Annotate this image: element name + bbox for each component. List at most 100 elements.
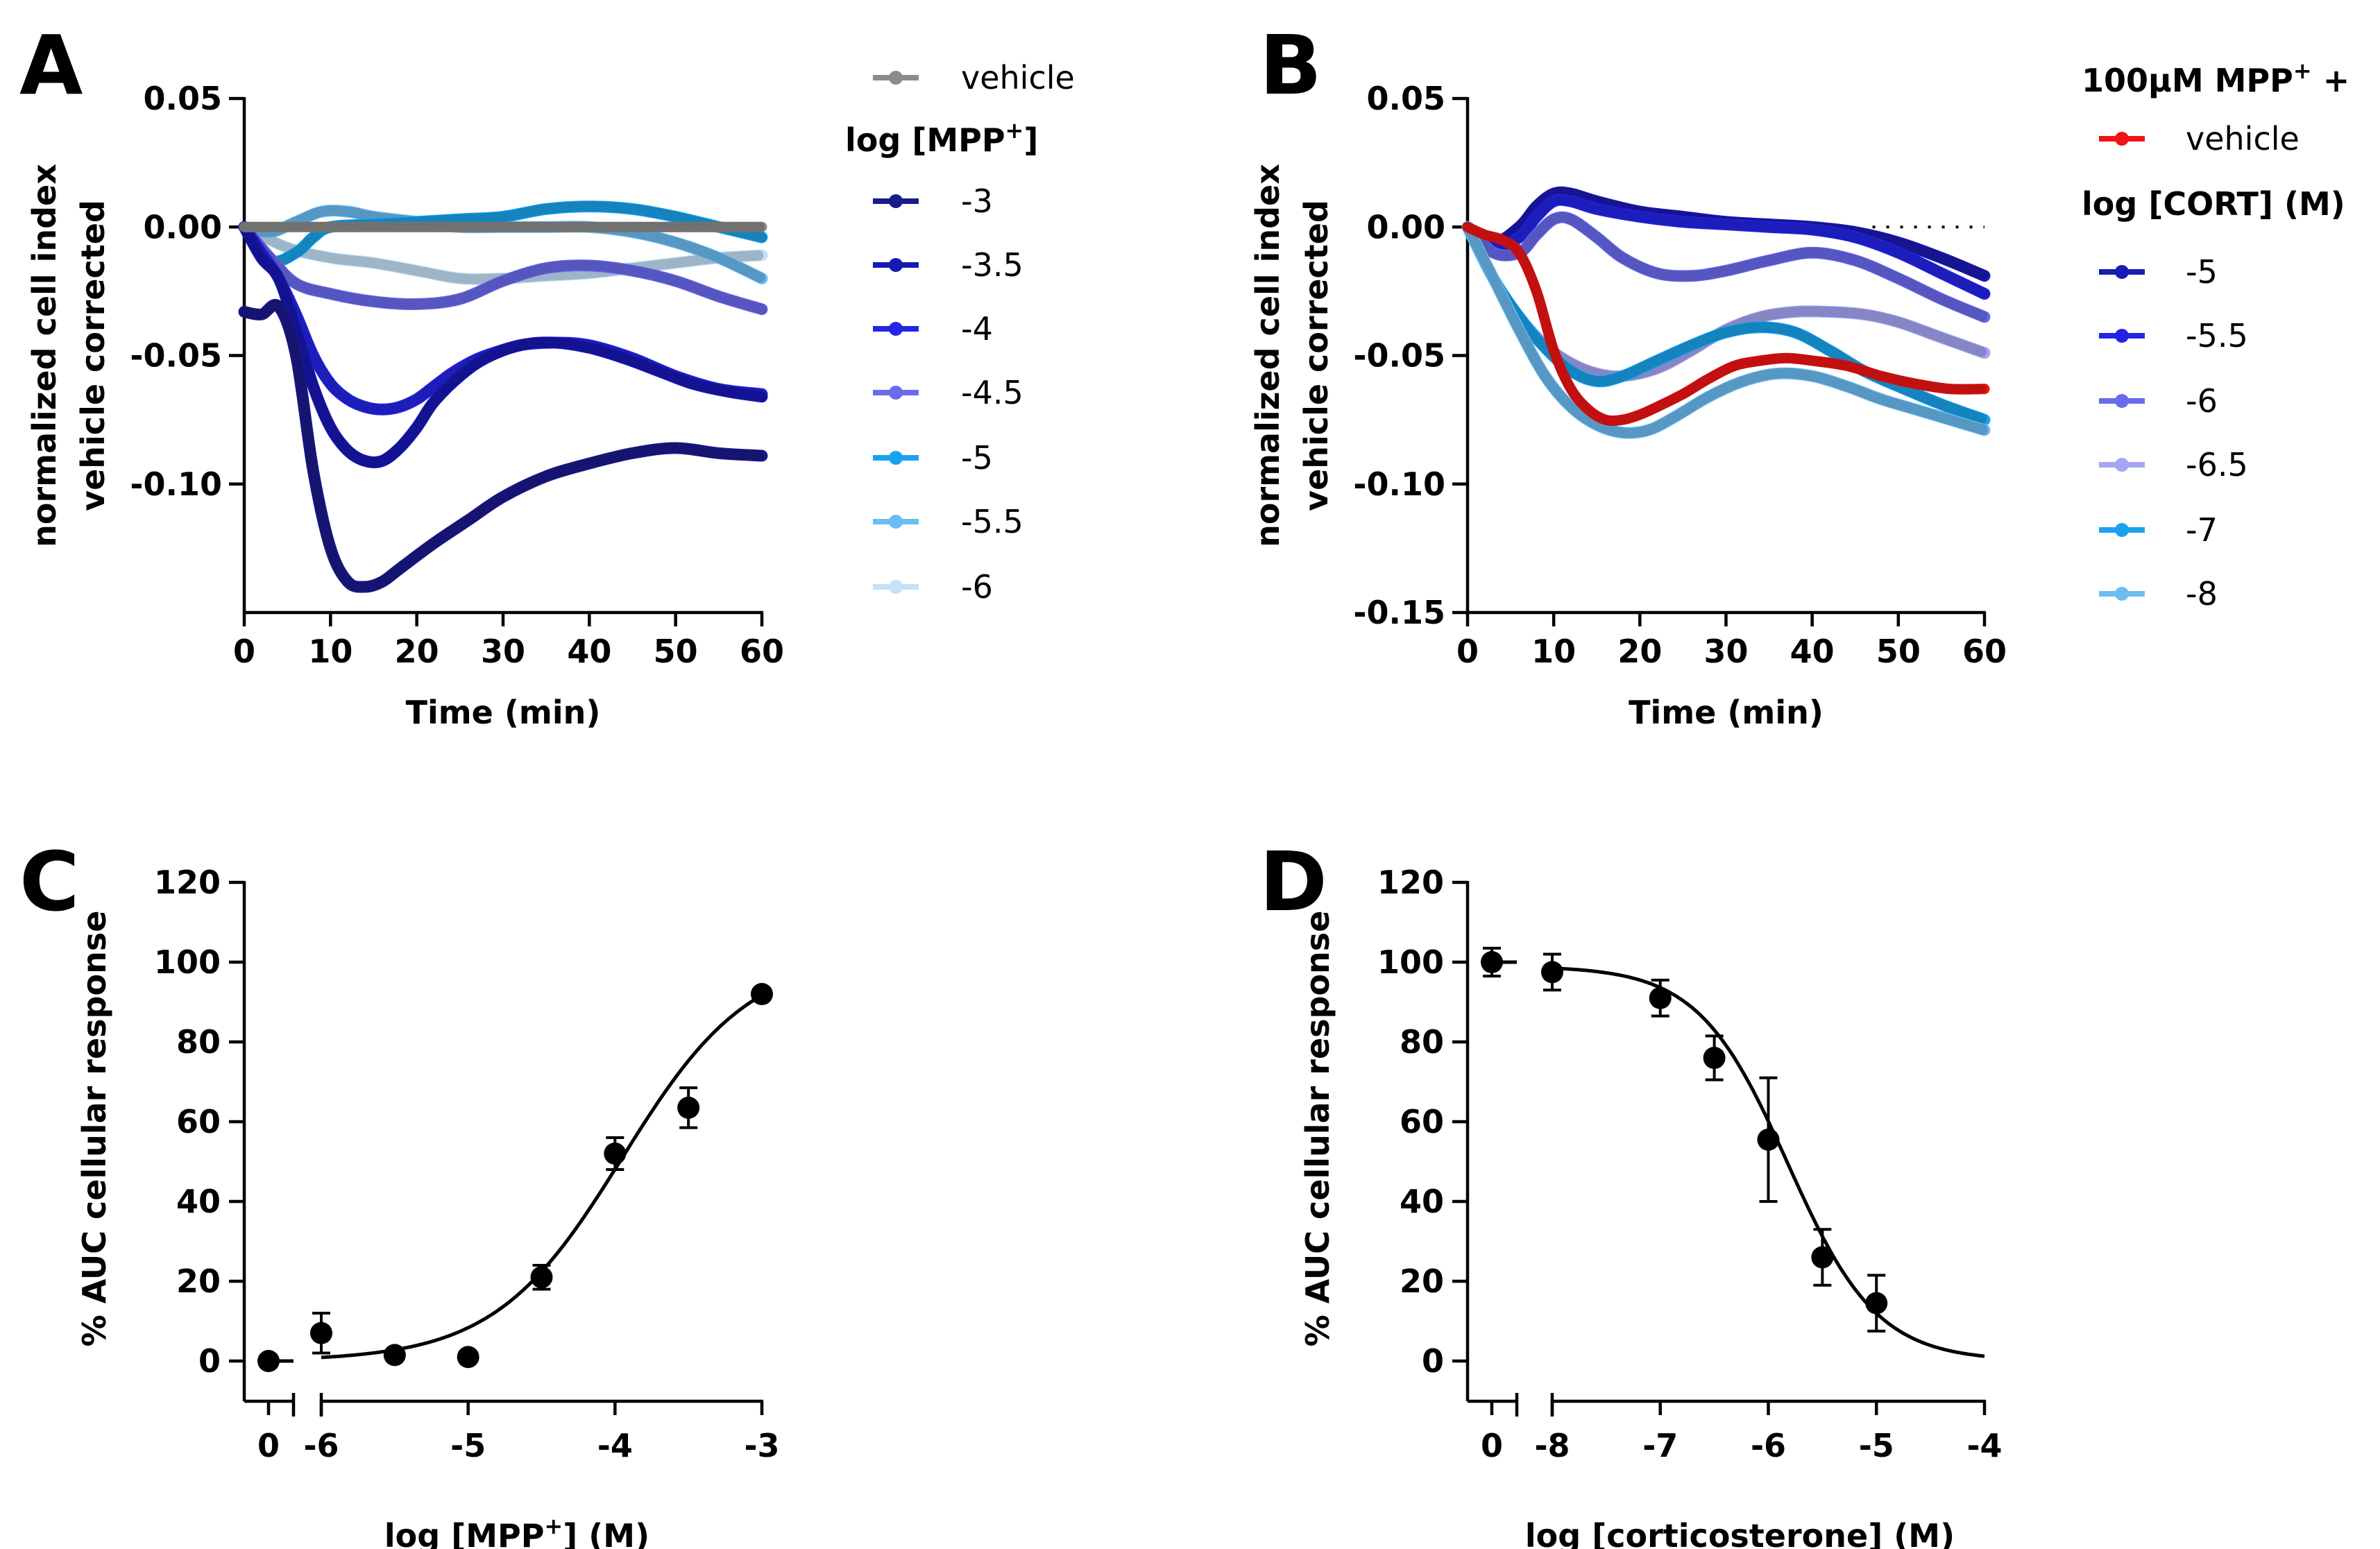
legend-header-tail: +	[2312, 62, 2350, 99]
data-point	[457, 1346, 479, 1369]
data-point	[530, 1266, 553, 1289]
panel-D: D 0 20 40 60 80 100 120 % AUC cellular response 0…	[1259, 834, 2003, 1549]
y-tick-label: 60	[176, 1103, 221, 1140]
data-point	[604, 1143, 627, 1165]
y-tick-label: 20	[1400, 1263, 1444, 1300]
y-axis-label-line2: vehicle corrected	[1298, 200, 1335, 511]
x-tick-label: 10	[308, 633, 352, 670]
y-tick-label: 0	[1422, 1342, 1444, 1380]
y-axis-label-line1: normalized cell index	[26, 164, 63, 547]
panel-letter-C: C	[19, 834, 80, 930]
series-markers--5.5	[1462, 194, 1990, 300]
legend-title: log [CORT] (M)	[2082, 185, 2345, 223]
x-tick-label: 50	[1876, 633, 1921, 670]
legend-header-main: 100μM MPP	[2082, 62, 2293, 99]
y-tick-label: -0.10	[130, 465, 222, 503]
legend-swatch-marker	[2115, 265, 2129, 279]
legend-label: -6	[961, 568, 993, 606]
x-tick-label: -6	[303, 1427, 339, 1464]
data-point-zero	[257, 1350, 280, 1372]
legend-label: -4.5	[961, 374, 1023, 411]
legend-swatch-marker	[889, 451, 903, 465]
legend-label: vehicle	[961, 59, 1075, 96]
legend-swatch-marker	[889, 386, 903, 400]
x-tick-label: -7	[1642, 1427, 1678, 1464]
x-tick-label: 30	[1703, 633, 1748, 670]
x-tick-label: 0	[1456, 633, 1479, 670]
legend-label: -5	[961, 439, 993, 477]
legend-title-tail: ]	[1023, 121, 1038, 159]
legend-A: vehicle log [MPP+] -3 -3.5 -4 -4.5 -5 -5.5 -6	[845, 59, 1075, 606]
x-tick-label: 20	[1617, 633, 1662, 670]
panel-letter-D: D	[1259, 834, 1327, 930]
legend-header: 100μM MPP+ +	[2082, 58, 2349, 99]
legend-label: -4	[961, 310, 993, 348]
legend-swatch-marker	[889, 515, 903, 529]
y-tick-label: 0	[198, 1342, 221, 1380]
panel-A: A 0.05 0.00 -0.05 -0.10 0 10 20 30 40 50 60 Time (mi…	[19, 17, 1075, 731]
y-tick-label: 120	[1377, 864, 1444, 901]
x-tick-label: -6	[1751, 1427, 1786, 1464]
legend-label: -5.5	[2186, 317, 2248, 354]
x-tick-label: -5	[450, 1427, 486, 1464]
series-markers--5	[239, 201, 767, 267]
x-axis-label-sup: +	[544, 1513, 563, 1539]
legend-label: vehicle	[2186, 120, 2300, 157]
x-axis-label: log [corticosterone] (M)	[1525, 1517, 1955, 1549]
y-tick-label: 0.05	[1367, 80, 1446, 117]
series-markers--3.5	[239, 221, 767, 468]
x-tick-label: 20	[395, 633, 439, 670]
x-axis-label-tail: ] (M)	[563, 1517, 649, 1549]
y-tick-label: 60	[1400, 1103, 1444, 1140]
data-point	[1649, 986, 1672, 1009]
legend-swatch-marker	[2115, 587, 2129, 601]
y-tick-label: 100	[154, 943, 221, 981]
y-tick-label: -0.15	[1353, 594, 1445, 631]
legend-swatch-marker	[2115, 132, 2129, 146]
legend-label: -5	[2186, 253, 2218, 291]
legend-swatch-marker	[2115, 329, 2129, 343]
legend-label: -7	[2186, 511, 2218, 549]
x-tick-label: 60	[740, 633, 784, 670]
x-axis-label: Time (min)	[1629, 694, 1824, 731]
y-tick-label: 0.00	[144, 208, 223, 246]
y-tick-label: 0.05	[144, 80, 223, 117]
legend-swatch-marker	[889, 322, 903, 336]
legend-swatch-marker	[889, 71, 903, 85]
x-tick-label: 10	[1531, 633, 1576, 670]
legend-label: -3.5	[961, 246, 1023, 284]
y-axis-label: % AUC cellular response	[1299, 911, 1336, 1347]
data-point	[1757, 1128, 1780, 1151]
data-point	[1541, 961, 1563, 984]
data-point-zero	[1481, 951, 1503, 973]
y-tick-label: 40	[1400, 1183, 1444, 1220]
legend-title-sup: +	[1005, 117, 1024, 144]
fit-curve	[321, 993, 763, 1360]
y-tick-label: 100	[1377, 943, 1444, 981]
data-point	[1865, 1292, 1888, 1315]
legend-swatch-marker	[2115, 394, 2129, 408]
y-tick-label: 0.00	[1367, 208, 1446, 246]
x-tick-label: 50	[654, 633, 698, 670]
x-tick-label: 60	[1962, 633, 2007, 670]
legend-swatch-marker	[2115, 458, 2129, 472]
series-markers--4.5	[239, 221, 767, 315]
x-tick-label-zero: 0	[1481, 1427, 1503, 1464]
x-axis-label: Time (min)	[406, 694, 601, 731]
y-axis-label-line1: normalized cell index	[1249, 164, 1286, 547]
legend-swatch-marker	[2115, 523, 2129, 537]
data-point	[751, 983, 773, 1005]
legend-swatch-marker	[889, 580, 903, 594]
legend-title-main: log [MPP	[845, 121, 1005, 159]
legend-label: -3	[961, 182, 993, 220]
y-tick-label: 80	[176, 1023, 221, 1061]
y-tick-label: -0.05	[130, 337, 222, 375]
series-markers--6	[1462, 212, 1990, 323]
panel-letter-A: A	[19, 17, 83, 113]
x-axis-label: log [MPP+] (M)	[384, 1513, 649, 1549]
x-tick-label: 30	[481, 633, 525, 670]
series-markers--8	[1462, 221, 1990, 438]
legend-swatch-marker	[889, 258, 903, 272]
